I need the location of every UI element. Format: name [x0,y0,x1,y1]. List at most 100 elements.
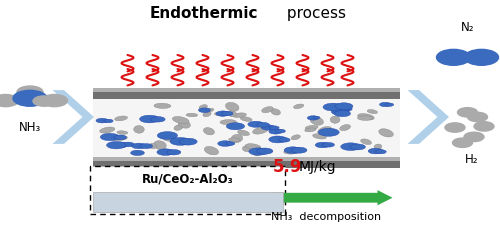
Ellipse shape [228,111,236,117]
Ellipse shape [332,108,349,115]
Text: 5.9: 5.9 [272,158,302,176]
Ellipse shape [218,141,232,146]
Ellipse shape [204,128,214,135]
Ellipse shape [134,126,144,133]
Ellipse shape [257,122,270,127]
Ellipse shape [96,118,108,123]
Ellipse shape [214,112,227,116]
Circle shape [468,112,487,122]
Ellipse shape [291,135,300,140]
Ellipse shape [100,127,115,133]
Text: NH₃  decomposition: NH₃ decomposition [272,212,382,222]
Ellipse shape [367,110,378,114]
Ellipse shape [334,110,350,117]
Ellipse shape [132,143,146,149]
Circle shape [474,122,494,131]
Ellipse shape [222,111,233,116]
Ellipse shape [312,134,326,139]
Ellipse shape [216,111,230,116]
Ellipse shape [262,125,275,130]
Ellipse shape [172,117,189,124]
Ellipse shape [315,142,330,148]
Ellipse shape [358,116,372,120]
Ellipse shape [113,142,128,148]
Ellipse shape [204,146,218,155]
Ellipse shape [140,115,160,123]
Circle shape [436,49,470,65]
Ellipse shape [269,126,279,130]
Ellipse shape [100,133,119,141]
Ellipse shape [130,150,144,156]
Circle shape [445,123,465,132]
Ellipse shape [122,142,134,147]
Circle shape [464,49,498,65]
Bar [92,88,400,99]
FancyArrow shape [272,190,392,205]
Ellipse shape [186,113,198,117]
Ellipse shape [231,134,242,143]
Circle shape [458,108,477,117]
Ellipse shape [252,127,268,134]
Circle shape [42,95,68,107]
Polygon shape [408,90,449,144]
Ellipse shape [170,137,190,145]
Ellipse shape [249,148,268,155]
Ellipse shape [278,138,290,142]
Ellipse shape [340,106,352,111]
Ellipse shape [203,108,214,112]
Ellipse shape [271,109,280,115]
Ellipse shape [198,108,210,113]
Ellipse shape [340,124,350,131]
Bar [92,99,400,157]
Ellipse shape [114,135,126,140]
Ellipse shape [284,147,302,154]
Ellipse shape [318,128,339,136]
Ellipse shape [174,125,183,130]
Bar [92,192,283,212]
Ellipse shape [111,135,128,141]
Ellipse shape [242,146,250,152]
Circle shape [33,96,55,106]
Ellipse shape [228,138,240,142]
Ellipse shape [238,130,250,136]
Text: process: process [282,6,346,21]
Ellipse shape [203,112,211,117]
Ellipse shape [330,116,340,123]
Ellipse shape [167,150,181,155]
Circle shape [0,95,18,107]
Ellipse shape [322,143,334,147]
Ellipse shape [276,129,285,133]
Circle shape [17,86,43,98]
Ellipse shape [313,116,320,119]
Ellipse shape [199,105,207,110]
Ellipse shape [151,117,165,122]
Ellipse shape [360,139,372,145]
Ellipse shape [226,102,239,111]
Ellipse shape [310,117,324,125]
Ellipse shape [226,123,244,130]
Ellipse shape [140,144,152,149]
Text: MJ/kg: MJ/kg [298,160,336,174]
Ellipse shape [340,143,360,150]
Ellipse shape [304,128,316,132]
Ellipse shape [246,144,261,150]
Ellipse shape [154,103,171,108]
Ellipse shape [162,135,173,141]
Ellipse shape [358,113,374,120]
Ellipse shape [335,103,353,110]
Text: NH₃: NH₃ [19,121,41,134]
Ellipse shape [117,131,128,134]
Ellipse shape [114,116,128,121]
Ellipse shape [294,104,304,109]
Ellipse shape [179,138,197,145]
Text: Ru/CeO₂-Al₂O₃: Ru/CeO₂-Al₂O₃ [142,173,234,186]
Text: H₂: H₂ [465,153,478,166]
Bar [92,88,400,92]
Ellipse shape [257,148,273,154]
Ellipse shape [157,149,174,155]
Ellipse shape [374,144,382,150]
Ellipse shape [254,150,262,156]
Ellipse shape [305,125,318,130]
Ellipse shape [284,148,301,154]
Circle shape [464,132,484,142]
